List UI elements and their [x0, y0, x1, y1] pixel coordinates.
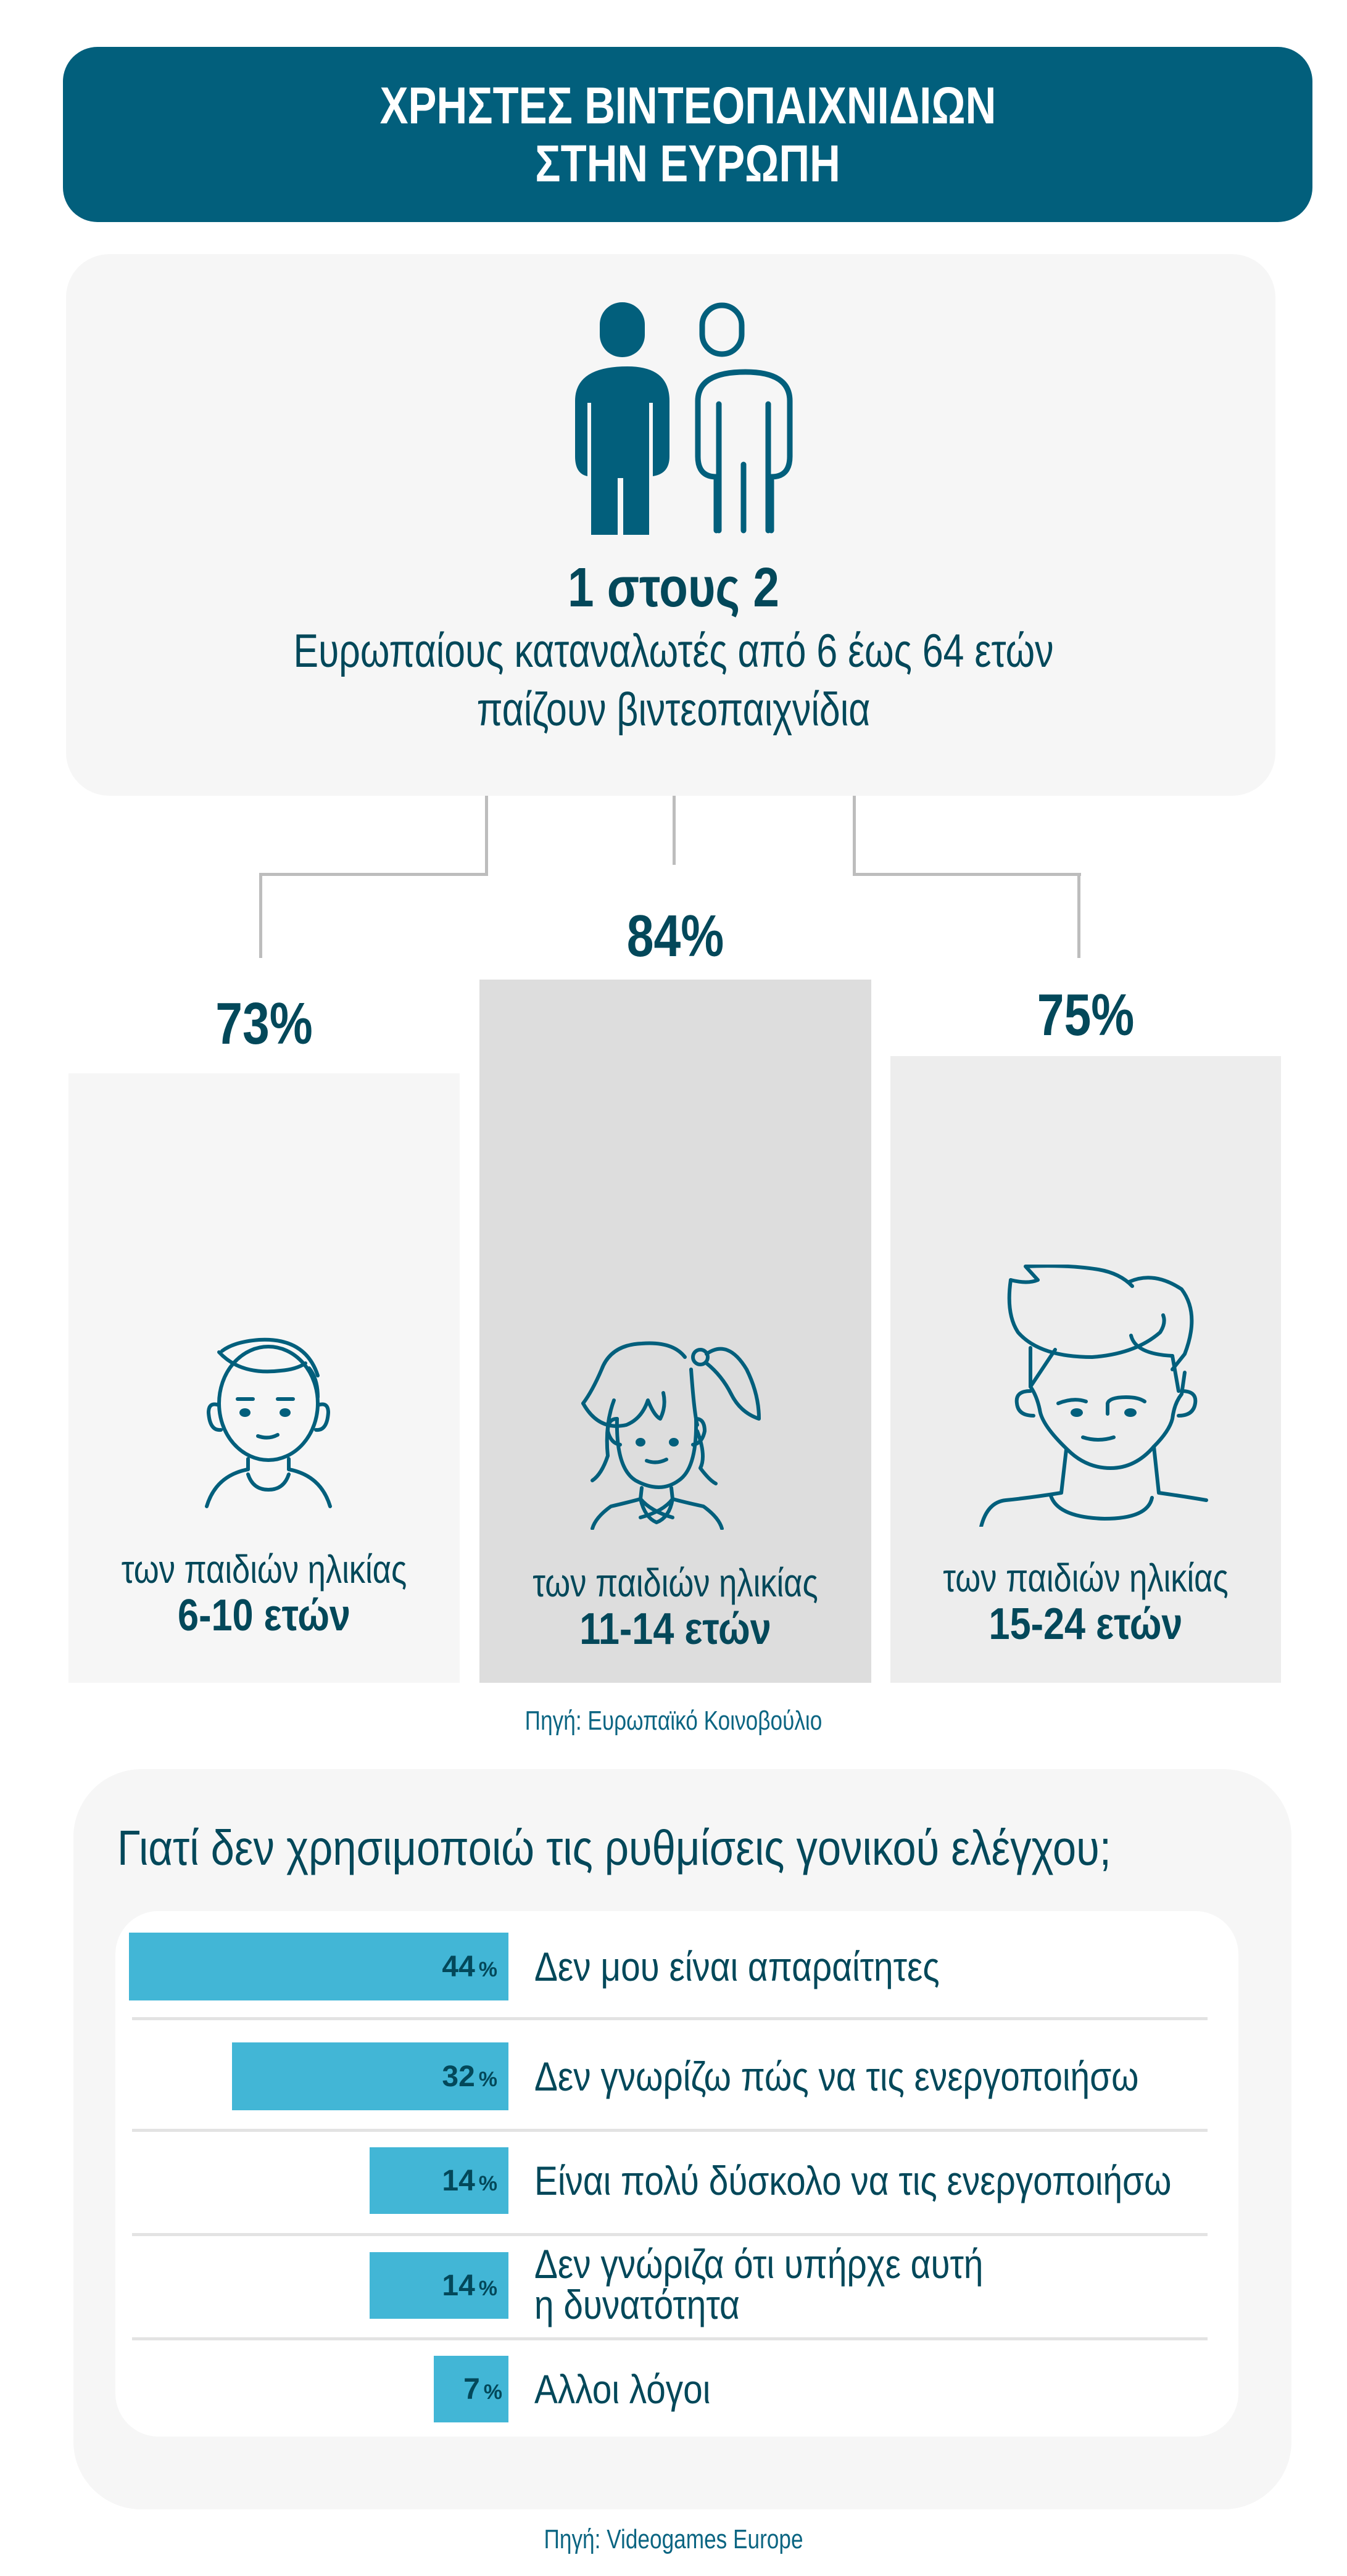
age-range: 11-14 ετών	[579, 1604, 771, 1654]
divider	[132, 2233, 1208, 2236]
percent-11-14: 84%	[626, 903, 724, 969]
reason-text-4-line-1: Δεν γνώριζα ότι υπήρχε αυτή	[534, 2241, 984, 2287]
two-people-icon	[575, 302, 793, 535]
source-european-parliament: Πηγή: Ευρωπαϊκό Κοινοβούλιο	[524, 1706, 823, 1736]
age-column-15-24	[890, 1056, 1281, 1683]
reason-value: 14%	[442, 2269, 497, 2302]
girl-icon	[581, 1341, 761, 1530]
title-line-2: ΣΤΗΝ ΕΥΡΩΠΗ	[535, 134, 840, 192]
summary-headline: 1 στους 2	[567, 557, 779, 619]
connector-left-horizontal	[259, 873, 488, 876]
reason-bar-1: 44%	[129, 1933, 508, 2000]
age-label-11-14: των παιδιών ηλικίας 11-14 ετών	[479, 1561, 871, 1653]
teen-icon	[979, 1265, 1208, 1527]
age-label-15-24: των παιδιών ηλικίας 15-24 ετών	[890, 1556, 1281, 1648]
reason-value: 7%	[463, 2372, 502, 2406]
reason-bar-5: 7%	[434, 2356, 508, 2422]
reason-text-1: Δεν μου είναι απαραίτητες	[534, 1944, 940, 1989]
divider	[132, 2337, 1208, 2340]
divider	[132, 2129, 1208, 2132]
reason-bar-2: 32%	[232, 2042, 508, 2110]
age-column-6-10	[68, 1073, 460, 1683]
reason-text-4-line-2: η δυνατότητα	[534, 2282, 740, 2327]
title-banner: ΧΡΗΣΤΕΣ ΒΙΝΤΕΟΠΑΙΧΝΙΔΙΩΝ ΣΤΗΝ ΕΥΡΩΠΗ	[63, 47, 1312, 222]
connector-right-vertical-top	[853, 796, 856, 876]
reason-text-5: Αλλοι λόγοι	[534, 2366, 711, 2412]
connector-left-vertical-top	[485, 796, 488, 876]
reason-bar-3: 14%	[370, 2147, 508, 2214]
age-range: 6-10 ετών	[178, 1591, 350, 1640]
connector-right-horizontal	[853, 873, 1081, 876]
source-videogames-europe: Πηγή: Videogames Europe	[544, 2524, 803, 2554]
age-label-prefix: των παιδιών ηλικίας	[121, 1547, 407, 1591]
reason-value: 44%	[442, 1950, 497, 1983]
reason-text-2: Δεν γνωρίζω πώς να τις ενεργοποιήσω	[534, 2054, 1139, 2099]
age-range: 15-24 ετών	[988, 1600, 1183, 1649]
connector-left-vertical-bottom	[259, 873, 262, 958]
reason-text-3: Είναι πολύ δύσκολο να τις ενεργοποιήσω	[534, 2158, 1172, 2203]
summary-line-2: παίζουν βιντεοπαιχνίδια	[476, 683, 871, 736]
reason-value: 14%	[442, 2164, 497, 2197]
title-line-1: ΧΡΗΣΤΕΣ ΒΙΝΤΕΟΠΑΙΧΝΙΔΙΩΝ	[379, 76, 996, 134]
age-label-prefix: των παιδιών ηλικίας	[533, 1561, 818, 1605]
summary-card	[66, 254, 1275, 796]
age-label-prefix: των παιδιών ηλικίας	[943, 1556, 1229, 1600]
reason-value: 32%	[442, 2060, 497, 2093]
age-label-6-10: των παιδιών ηλικίας 6-10 ετών	[68, 1547, 460, 1640]
reason-bar-4: 14%	[370, 2252, 508, 2319]
parental-control-question: Γιατί δεν χρησιμοποιώ τις ρυθμίσεις γονι…	[117, 1820, 1111, 1875]
boy-icon	[205, 1337, 332, 1508]
divider	[132, 2017, 1208, 2020]
connector-right-vertical-bottom	[1077, 873, 1080, 958]
age-column-11-14	[479, 980, 871, 1683]
percent-6-10: 73%	[215, 991, 313, 1057]
summary-line-1: Ευρωπαίους καταναλωτές από 6 έως 64 ετών	[293, 625, 1054, 677]
percent-15-24: 75%	[1037, 982, 1135, 1048]
connector-middle	[673, 796, 676, 865]
